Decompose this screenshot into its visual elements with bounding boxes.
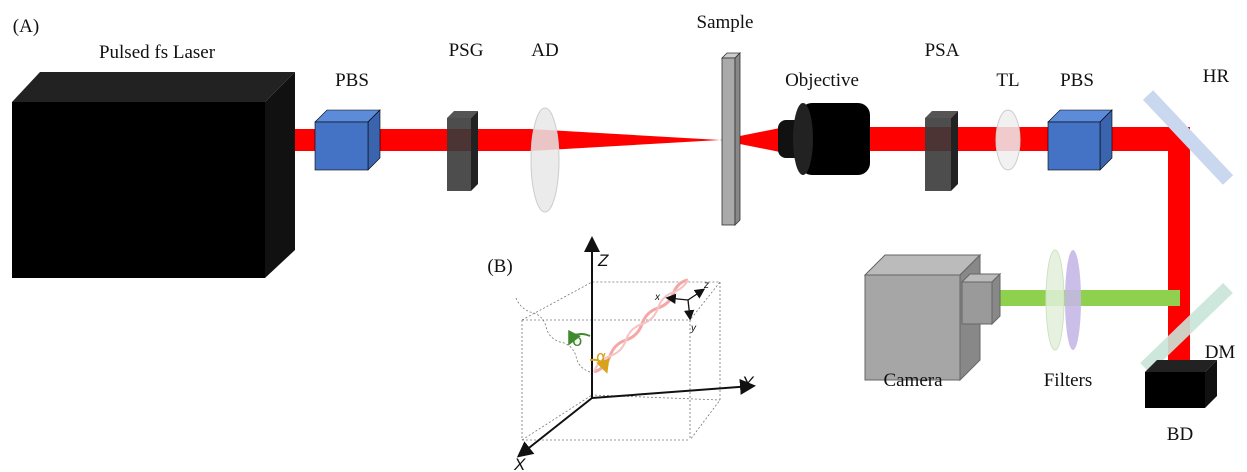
angle-label: δ: [572, 331, 582, 351]
axis-label: X: [513, 455, 526, 472]
label: PBS: [335, 70, 369, 91]
filter: [1065, 250, 1081, 350]
label: Objective: [785, 70, 859, 91]
label: Camera: [883, 370, 943, 391]
psg: [447, 111, 478, 191]
axis-label: x: [654, 292, 661, 303]
sample: [722, 53, 740, 225]
axis-label: Y: [742, 373, 755, 392]
coordinate-sketch: [516, 240, 752, 455]
label: PSA: [925, 40, 960, 61]
label: AD: [531, 40, 558, 61]
pbs: [315, 110, 380, 170]
setup-diagram: (A) Pulsed fs Laser PBS PSG AD Sample Ob…: [0, 0, 1247, 472]
axis-label: Z: [597, 251, 609, 270]
label: Filters: [1044, 370, 1093, 391]
panel-label: (B): [487, 256, 512, 277]
label: PBS: [1060, 70, 1094, 91]
label: HR: [1203, 66, 1230, 87]
beam-dump: [1145, 360, 1217, 408]
axis-label: z: [703, 280, 709, 291]
label: DM: [1205, 342, 1236, 363]
angle-label: α: [596, 347, 607, 366]
lens-tl: [996, 110, 1020, 170]
panel-label: (A): [13, 16, 39, 37]
label: Pulsed fs Laser: [99, 42, 216, 63]
label: BD: [1167, 424, 1193, 445]
laser: [12, 72, 295, 278]
pbs: [1048, 110, 1112, 170]
lens-ad: [531, 108, 559, 212]
camera: [865, 255, 1000, 380]
label: TL: [996, 70, 1019, 91]
filter: [1046, 250, 1064, 350]
label: PSG: [449, 40, 484, 61]
label: Sample: [697, 12, 754, 33]
objective: [778, 103, 870, 175]
axis-label: y: [690, 323, 697, 334]
psa: [925, 111, 958, 191]
